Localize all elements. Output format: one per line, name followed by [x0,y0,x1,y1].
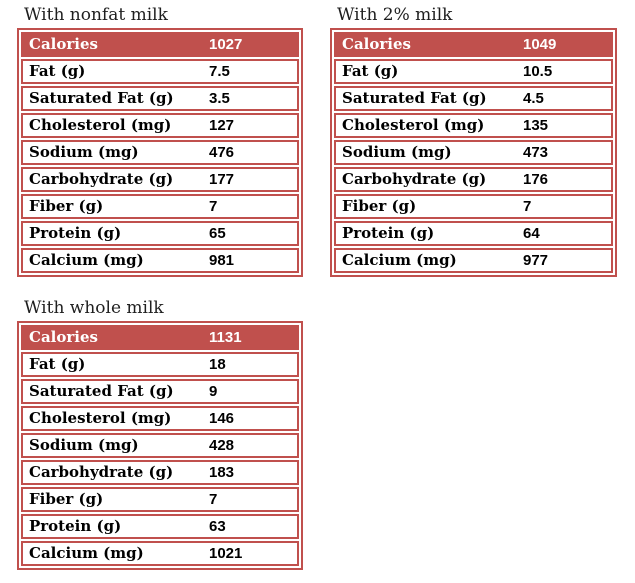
table-header-row: Calories 1131 [21,325,299,350]
table-row: Protein (g) 64 [334,221,613,246]
table-title-whole: With whole milk [24,298,164,318]
row-label: Sodium (mg) [342,143,452,161]
table-row: Sodium (mg) 473 [334,140,613,165]
table-row: Sodium (mg) 476 [21,140,299,165]
row-value: 127 [209,117,235,134]
row-value: 176 [523,171,549,188]
table-row: Fiber (g) 7 [21,487,299,512]
table-row: Carbohydrate (g) 176 [334,167,613,192]
row-label: Carbohydrate (g) [342,170,487,188]
row-value: 9 [209,383,218,400]
table-row: Cholesterol (mg) 135 [334,113,613,138]
row-label: Fat (g) [342,62,399,80]
nutrition-table-whole: Calories 1131 Fat (g) 18 Saturated Fat (… [17,321,303,570]
row-label: Calcium (mg) [29,544,144,562]
table-row: Cholesterol (mg) 127 [21,113,299,138]
row-value: 146 [209,410,235,427]
table-row: Calcium (mg) 1021 [21,541,299,566]
row-label: Fat (g) [29,355,86,373]
header-value: 1049 [523,36,557,53]
row-value: 3.5 [209,90,230,107]
table-row: Saturated Fat (g) 4.5 [334,86,613,111]
row-value: 4.5 [523,90,544,107]
row-value: 473 [523,144,549,161]
row-label: Saturated Fat (g) [29,89,174,107]
row-value: 18 [209,356,226,373]
row-label: Cholesterol (mg) [29,116,172,134]
nutrition-table-block-whole: With whole milk Calories 1131 Fat (g) 18… [17,296,303,570]
row-label: Protein (g) [29,224,122,242]
table-row: Fiber (g) 7 [334,194,613,219]
row-value: 65 [209,225,226,242]
table-row: Sodium (mg) 428 [21,433,299,458]
header-value: 1131 [209,329,242,346]
row-label: Cholesterol (mg) [342,116,485,134]
row-label: Carbohydrate (g) [29,170,174,188]
row-label: Calcium (mg) [342,251,457,269]
row-value: 10.5 [523,63,553,80]
row-label: Saturated Fat (g) [342,89,487,107]
table-row: Cholesterol (mg) 146 [21,406,299,431]
row-value: 183 [209,464,235,481]
table-row: Saturated Fat (g) 9 [21,379,299,404]
row-label: Calcium (mg) [29,251,144,269]
table-header-row: Calories 1049 [334,32,613,57]
row-value: 7 [209,198,218,215]
table-row: Carbohydrate (g) 177 [21,167,299,192]
row-value: 64 [523,225,540,242]
row-value: 7 [523,198,532,215]
row-label: Saturated Fat (g) [29,382,174,400]
row-label: Carbohydrate (g) [29,463,174,481]
row-label: Fiber (g) [29,490,104,508]
row-value: 476 [209,144,235,161]
table-row: Protein (g) 63 [21,514,299,539]
row-value: 7 [209,491,218,508]
table-row: Protein (g) 65 [21,221,299,246]
row-label: Sodium (mg) [29,436,139,454]
header-label: Calories [29,35,98,53]
header-label: Calories [342,35,411,53]
header-value: 1027 [209,36,243,53]
table-row: Calcium (mg) 977 [334,248,613,273]
row-value: 977 [523,252,549,269]
row-label: Fiber (g) [29,197,104,215]
row-label: Protein (g) [342,224,435,242]
header-label: Calories [29,328,98,346]
nutrition-table-block-2pct: With 2% milk Calories 1049 Fat (g) 10.5 … [330,3,617,277]
table-row: Saturated Fat (g) 3.5 [21,86,299,111]
table-row: Calcium (mg) 981 [21,248,299,273]
table-row: Fat (g) 18 [21,352,299,377]
row-label: Sodium (mg) [29,143,139,161]
row-value: 428 [209,437,235,454]
nutrition-table-block-nonfat: With nonfat milk Calories 1027 Fat (g) 7… [17,3,303,277]
row-value: 1021 [209,545,243,562]
row-value: 177 [209,171,235,188]
row-label: Cholesterol (mg) [29,409,172,427]
table-row: Fat (g) 10.5 [334,59,613,84]
row-value: 981 [209,252,235,269]
table-header-row: Calories 1027 [21,32,299,57]
nutrition-table-2pct: Calories 1049 Fat (g) 10.5 Saturated Fat… [330,28,617,277]
table-title-nonfat: With nonfat milk [24,5,168,25]
row-value: 63 [209,518,226,535]
row-label: Fiber (g) [342,197,417,215]
table-row: Carbohydrate (g) 183 [21,460,299,485]
table-row: Fat (g) 7.5 [21,59,299,84]
nutrition-table-nonfat: Calories 1027 Fat (g) 7.5 Saturated Fat … [17,28,303,277]
row-label: Protein (g) [29,517,122,535]
row-label: Fat (g) [29,62,86,80]
row-value: 7.5 [209,63,230,80]
table-title-2pct: With 2% milk [337,5,453,25]
table-row: Fiber (g) 7 [21,194,299,219]
row-value: 135 [523,117,549,134]
